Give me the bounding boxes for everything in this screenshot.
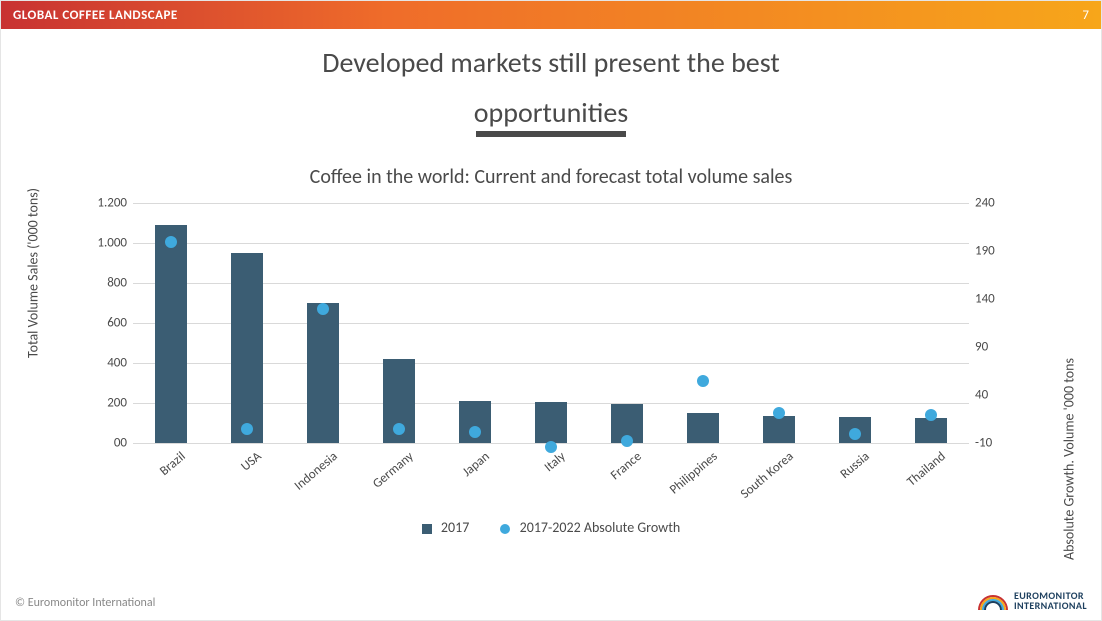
title-underline (476, 131, 626, 137)
bar (231, 253, 263, 443)
header-bar: GLOBAL COFFEE LANDSCAPE 7 (1, 1, 1101, 29)
y-left-tick: 400 (85, 356, 127, 371)
x-axis-label: Indonesia (292, 449, 341, 494)
x-axis-label: Russia (838, 449, 873, 482)
x-axis-label: Thailand (904, 449, 948, 490)
bar (307, 303, 339, 443)
x-axis-label: Italy (542, 449, 569, 475)
slide-title-block: Developed markets still present the best… (1, 47, 1101, 137)
section-title: GLOBAL COFFEE LANDSCAPE (13, 8, 178, 23)
y-left-tick: 800 (85, 276, 127, 291)
y-right-tick: 240 (975, 196, 1017, 211)
y-left-tick: 200 (85, 396, 127, 411)
bar-fill (155, 225, 187, 443)
bar (763, 416, 795, 443)
chart-legend: 2017 2017-2022 Absolute Growth (1, 519, 1101, 536)
bar-fill (763, 416, 795, 443)
growth-dot (317, 303, 329, 315)
x-axis-label: Philippines (667, 449, 721, 497)
y-right-tick: 90 (975, 340, 1017, 355)
legend-series-2: 2017-2022 Absolute Growth (520, 519, 681, 536)
y-left-tick: 00 (85, 436, 127, 451)
growth-dot (849, 428, 861, 440)
growth-dot (697, 375, 709, 387)
x-axis-label: Germany (370, 449, 417, 492)
chart-area: Total Volume Sales ('000 tons) Absolute … (61, 203, 1041, 513)
growth-dot (773, 407, 785, 419)
legend-series-1: 2017 (441, 519, 469, 536)
footer-copyright: © Euromonitor International (15, 596, 155, 610)
growth-dot (165, 236, 177, 248)
bar-fill (915, 418, 947, 443)
logo-text-block: EUROMONITOR INTERNATIONAL (1014, 591, 1087, 611)
slide-title-line1: Developed markets still present the best (1, 47, 1101, 79)
logo-text-line2: INTERNATIONAL (1014, 601, 1087, 611)
bar (687, 413, 719, 443)
y-axis-right-label: Absolute Growth. Volume '000 tons (1061, 358, 1078, 560)
growth-dot (925, 409, 937, 421)
bar (535, 402, 567, 443)
growth-dot (393, 423, 405, 435)
x-axis-label: Japan (460, 449, 493, 480)
chart-title: Coffee in the world: Current and forecas… (1, 165, 1101, 189)
bar-fill (687, 413, 719, 443)
y-left-tick: 600 (85, 316, 127, 331)
y-right-tick: 140 (975, 292, 1017, 307)
slide-title-line2: opportunities (1, 97, 1101, 129)
globe-arcs-icon (978, 590, 1008, 612)
y-axis-left-label: Total Volume Sales ('000 tons) (25, 188, 42, 358)
x-axis-label: South Korea (738, 449, 797, 502)
y-right-tick: 40 (975, 388, 1017, 403)
x-axis-label: Brazil (157, 449, 189, 479)
x-axis-label: France (608, 449, 645, 483)
bar-fill (307, 303, 339, 443)
x-axis-labels: Brazil USA Indonesia Germany Japan Italy Franc… (133, 449, 969, 513)
grid-line (133, 203, 969, 204)
y-right-tick: 190 (975, 244, 1017, 259)
y-right-tick: -10 (975, 436, 1017, 451)
legend-swatch-bar (422, 524, 432, 534)
grid-line (133, 243, 969, 244)
growth-dot (241, 423, 253, 435)
growth-dot (469, 426, 481, 438)
bar (155, 225, 187, 443)
brand-logo: EUROMONITOR INTERNATIONAL (978, 590, 1087, 612)
legend-swatch-dot (500, 524, 510, 534)
bar-fill (535, 402, 567, 443)
page-number: 7 (1082, 8, 1089, 23)
growth-dot (621, 435, 633, 447)
plot-region: 002004006008001.0001.200-104090140190240 (133, 203, 969, 443)
y-left-tick: 1.200 (85, 196, 127, 211)
y-left-tick: 1.000 (85, 236, 127, 251)
bar (915, 418, 947, 443)
x-axis-label: USA (238, 449, 264, 474)
bar-fill (231, 253, 263, 443)
